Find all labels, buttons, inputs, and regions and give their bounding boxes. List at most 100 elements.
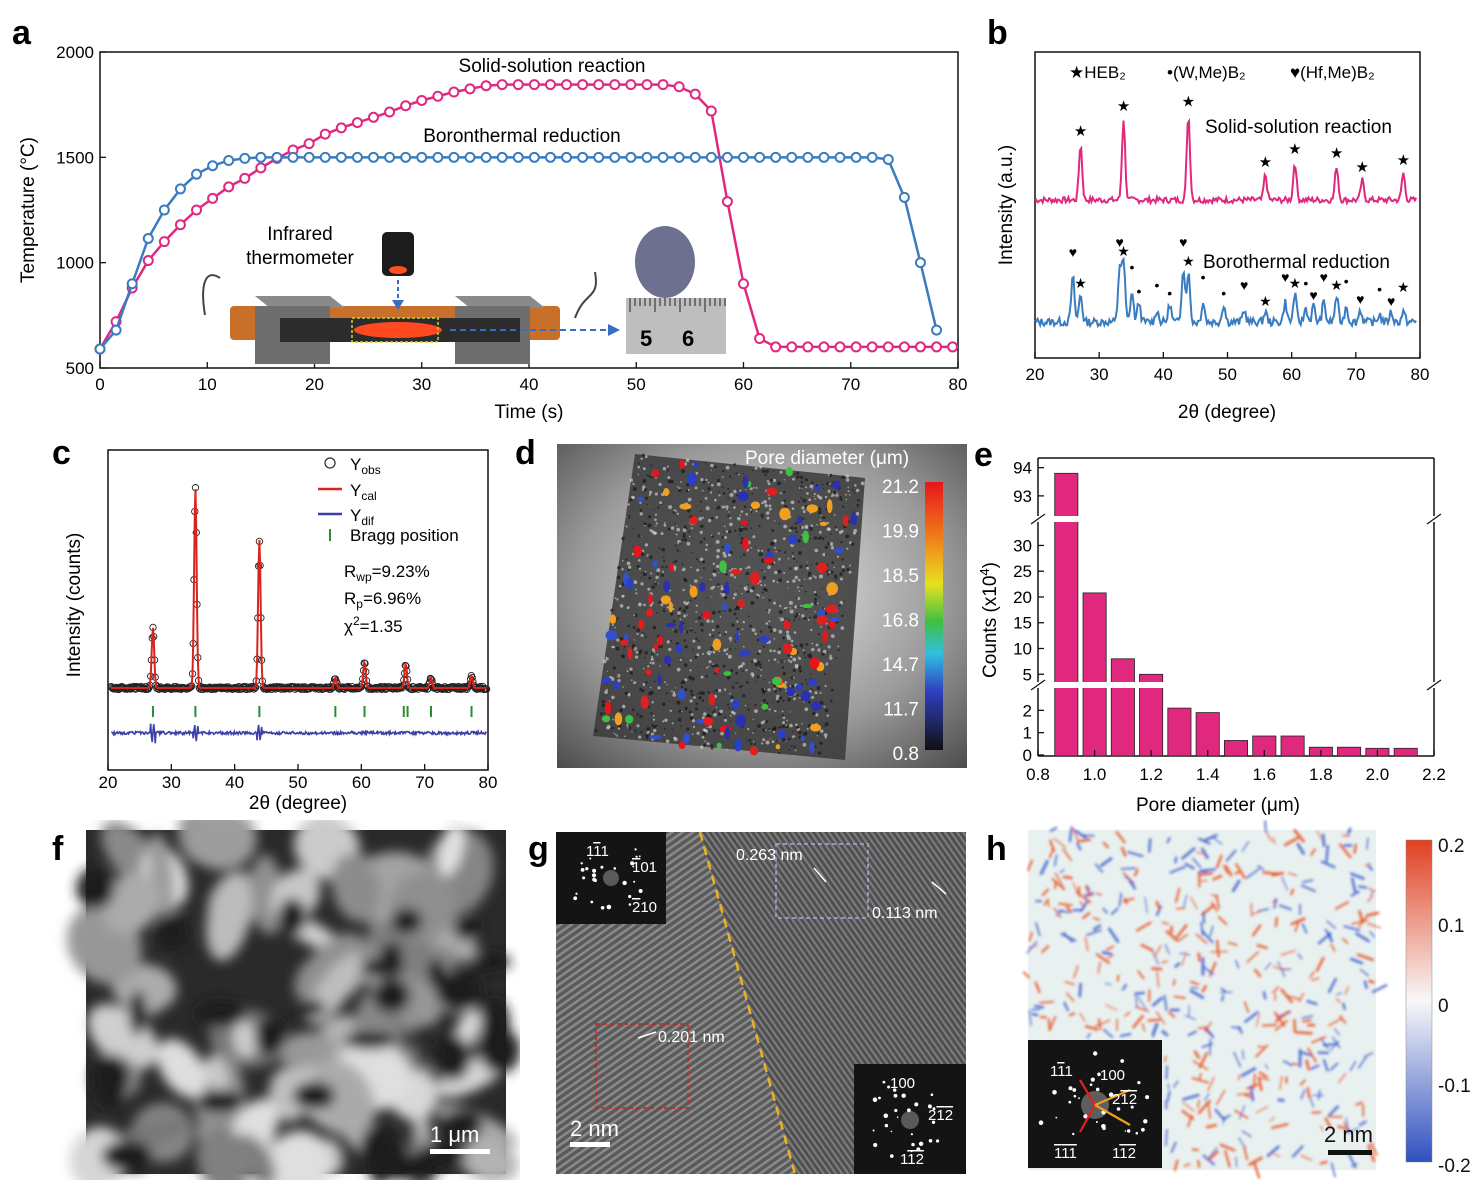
pore-dot bbox=[789, 724, 793, 728]
scale-bar-h bbox=[1328, 1150, 1372, 1155]
x-tick-label-e: 1.8 bbox=[1309, 765, 1333, 784]
pore-dot bbox=[782, 711, 784, 713]
pore-dot bbox=[796, 472, 799, 475]
pore-dot bbox=[603, 712, 605, 714]
pore-dot bbox=[682, 563, 684, 565]
pore-dot bbox=[700, 510, 702, 512]
pore-dot bbox=[852, 489, 854, 491]
pore-dot bbox=[726, 466, 730, 470]
sem-pore bbox=[278, 898, 306, 935]
pore-dot bbox=[719, 491, 721, 493]
data-point bbox=[803, 153, 812, 162]
pore-dot bbox=[757, 675, 760, 678]
pore-colored bbox=[648, 594, 652, 605]
strain-feature bbox=[1199, 1027, 1208, 1028]
peak-marker-borothermal: ★ bbox=[1289, 275, 1302, 291]
pore-dot bbox=[789, 711, 790, 712]
fft-spot bbox=[919, 1142, 923, 1146]
pore-dot bbox=[814, 536, 817, 539]
pore-dot bbox=[696, 732, 699, 735]
pore-dot bbox=[768, 599, 771, 602]
pore-dot bbox=[705, 497, 708, 500]
data-point bbox=[272, 153, 281, 162]
pore-dot bbox=[846, 478, 850, 482]
pore-dot bbox=[820, 515, 821, 516]
pore-colored bbox=[737, 491, 748, 501]
bars-e bbox=[1030, 473, 1442, 756]
pore-colored bbox=[816, 615, 827, 625]
fft-spot bbox=[594, 879, 597, 882]
pore-colored bbox=[783, 620, 791, 629]
pore-dot bbox=[761, 702, 762, 703]
pore-dot bbox=[746, 572, 749, 575]
fft-spot bbox=[629, 903, 632, 906]
pore-colored bbox=[699, 582, 705, 592]
x-tick-label-a: 0 bbox=[95, 375, 104, 394]
peak-marker-borothermal: ★ bbox=[1259, 293, 1272, 309]
pore-dot bbox=[774, 547, 776, 549]
pore-dot bbox=[750, 601, 754, 605]
pore-dot bbox=[734, 608, 737, 611]
pore-dot bbox=[709, 634, 711, 636]
pore-dot bbox=[788, 738, 791, 741]
pore-dot bbox=[655, 725, 657, 727]
pore-dot bbox=[751, 586, 755, 590]
pore-dot bbox=[700, 541, 703, 544]
pore-dot bbox=[773, 470, 775, 472]
pore-dot bbox=[667, 640, 670, 643]
pore-dot bbox=[719, 710, 723, 714]
pore-dot bbox=[718, 572, 719, 573]
pore-dot bbox=[744, 506, 747, 509]
pore-dot bbox=[743, 553, 746, 556]
pore-dot bbox=[644, 657, 646, 659]
pore-dot bbox=[706, 619, 710, 623]
pore-dot bbox=[719, 494, 721, 496]
pore-dot bbox=[696, 472, 699, 475]
pore-dot bbox=[829, 656, 832, 659]
pore-dot bbox=[671, 729, 673, 731]
pore-colored bbox=[750, 572, 760, 585]
y-axis-label-e: Counts (x104) bbox=[977, 562, 1001, 678]
pore-dot bbox=[731, 696, 734, 699]
x-tick-label-b: 40 bbox=[1154, 365, 1173, 384]
data-point bbox=[610, 80, 619, 89]
pore-dot bbox=[745, 528, 748, 531]
pore-dot bbox=[811, 696, 814, 699]
colorbar-tick-label-d: 16.8 bbox=[882, 611, 919, 632]
strain-feature bbox=[1176, 858, 1177, 862]
pore-dot bbox=[672, 722, 674, 724]
pore-dot bbox=[649, 529, 652, 532]
data-point bbox=[514, 80, 523, 89]
pore-dot bbox=[722, 486, 724, 488]
strain-feature bbox=[1036, 1006, 1043, 1007]
pore-dot bbox=[679, 658, 680, 659]
pore-dot bbox=[637, 466, 640, 469]
pore-dot bbox=[820, 536, 822, 538]
pore-dot bbox=[797, 539, 801, 543]
strain-feature bbox=[1049, 1020, 1050, 1030]
pore-colored bbox=[772, 677, 782, 685]
fft-spot bbox=[894, 1094, 898, 1098]
pore-dot bbox=[779, 523, 781, 525]
pore-dot bbox=[779, 605, 781, 607]
pore-dot bbox=[613, 666, 616, 669]
pore-colored bbox=[641, 695, 649, 708]
pore-dot bbox=[646, 555, 648, 557]
pore-dot bbox=[820, 649, 822, 651]
pore-dot bbox=[688, 498, 692, 502]
pore-dot bbox=[745, 489, 746, 490]
pore-dot bbox=[761, 721, 764, 724]
pore-dot bbox=[841, 476, 845, 480]
x-tick-label-b: 60 bbox=[1282, 365, 1301, 384]
pore-dot bbox=[728, 655, 732, 659]
pore-dot bbox=[654, 518, 657, 521]
pore-dot bbox=[658, 547, 660, 549]
pore-dot bbox=[671, 690, 673, 692]
pore-dot bbox=[667, 476, 670, 479]
pore-dot bbox=[700, 745, 703, 748]
pore-dot bbox=[792, 478, 795, 481]
pore-dot bbox=[786, 720, 788, 722]
sem-pore bbox=[157, 914, 189, 950]
x-tick-label-a: 10 bbox=[198, 375, 217, 394]
pore-dot bbox=[734, 593, 737, 596]
